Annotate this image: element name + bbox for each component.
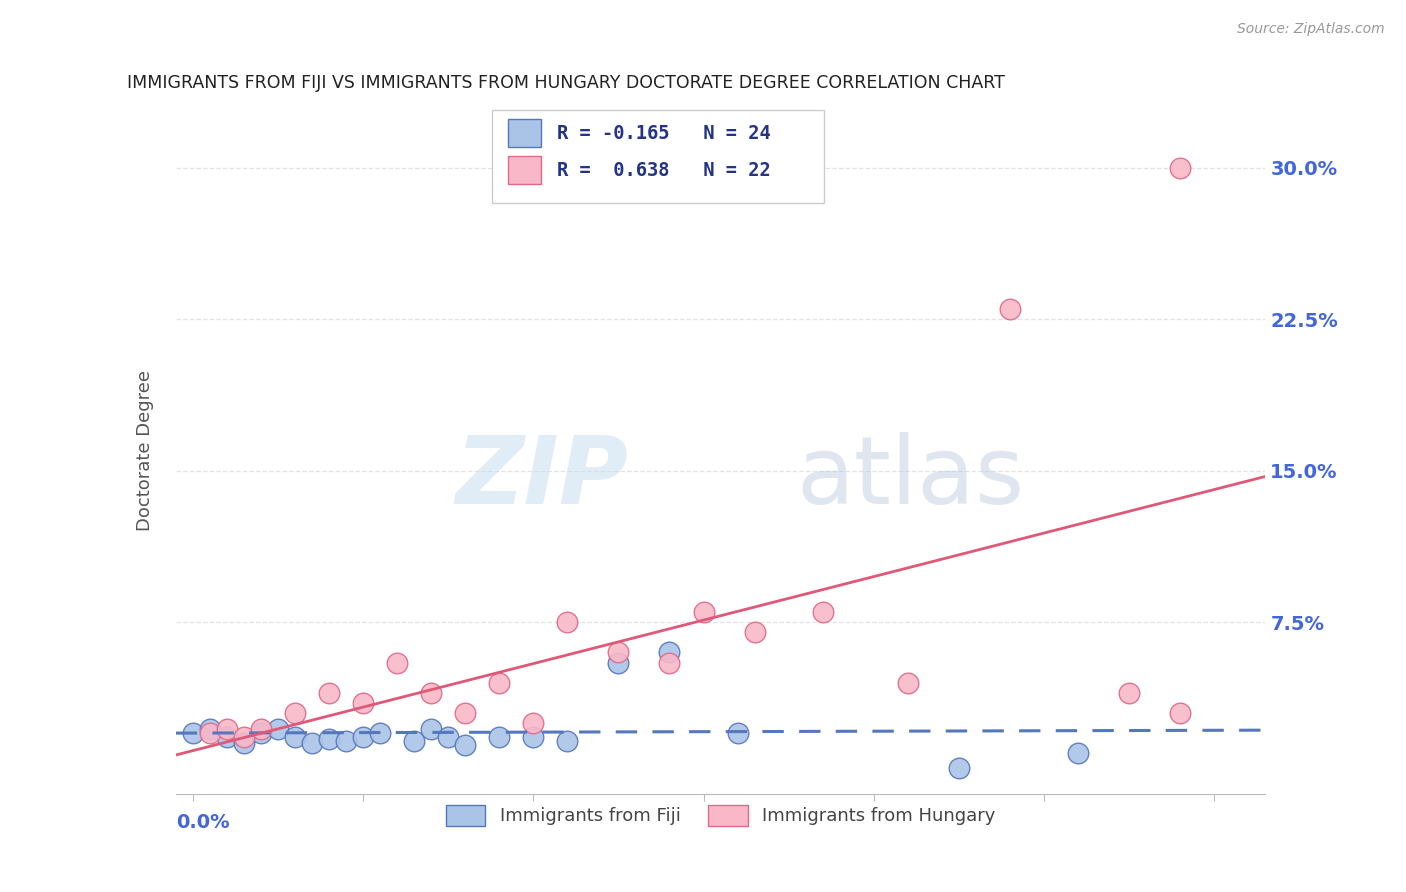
Text: ZIP: ZIP — [456, 432, 628, 524]
FancyBboxPatch shape — [508, 156, 541, 184]
Point — [181, 726, 204, 740]
Point — [488, 731, 510, 745]
Point — [301, 736, 323, 750]
Point — [250, 723, 273, 737]
Point — [437, 731, 460, 745]
Point — [420, 686, 443, 700]
Legend: Immigrants from Fiji, Immigrants from Hungary: Immigrants from Fiji, Immigrants from Hu… — [439, 797, 1002, 833]
Point — [454, 706, 477, 720]
Point — [488, 675, 510, 690]
Point — [318, 732, 340, 747]
Point — [692, 605, 714, 619]
Point — [420, 723, 443, 737]
Point — [232, 731, 254, 745]
Point — [1168, 706, 1191, 720]
Point — [215, 731, 238, 745]
Point — [811, 605, 834, 619]
Point — [284, 731, 307, 745]
Point — [454, 739, 477, 753]
Text: IMMIGRANTS FROM FIJI VS IMMIGRANTS FROM HUNGARY DOCTORATE DEGREE CORRELATION CHA: IMMIGRANTS FROM FIJI VS IMMIGRANTS FROM … — [127, 74, 1005, 92]
Point — [352, 731, 374, 745]
Point — [557, 734, 579, 748]
FancyBboxPatch shape — [508, 120, 541, 147]
Point — [658, 656, 681, 670]
Text: Source: ZipAtlas.com: Source: ZipAtlas.com — [1237, 22, 1385, 37]
Point — [1118, 686, 1140, 700]
Point — [352, 696, 374, 710]
Point — [897, 675, 920, 690]
Point — [607, 656, 630, 670]
Point — [267, 723, 290, 737]
Point — [198, 726, 221, 740]
Point — [744, 625, 766, 640]
Point — [727, 726, 749, 740]
Point — [1067, 747, 1090, 761]
Point — [948, 761, 970, 775]
Text: R =  0.638   N = 22: R = 0.638 N = 22 — [557, 161, 770, 179]
Point — [250, 726, 273, 740]
Point — [335, 734, 357, 748]
Point — [215, 723, 238, 737]
Point — [998, 301, 1021, 316]
Point — [522, 716, 544, 731]
Point — [557, 615, 579, 630]
Point — [198, 723, 221, 737]
Point — [404, 734, 426, 748]
Y-axis label: Doctorate Degree: Doctorate Degree — [136, 370, 155, 531]
Text: 0.0%: 0.0% — [176, 814, 229, 832]
FancyBboxPatch shape — [492, 111, 824, 203]
Point — [318, 686, 340, 700]
Point — [385, 656, 408, 670]
Point — [522, 731, 544, 745]
Point — [607, 645, 630, 659]
Point — [284, 706, 307, 720]
Point — [1168, 161, 1191, 175]
Point — [658, 645, 681, 659]
Point — [232, 736, 254, 750]
Text: atlas: atlas — [797, 432, 1025, 524]
Point — [368, 726, 391, 740]
Text: R = -0.165   N = 24: R = -0.165 N = 24 — [557, 124, 770, 143]
